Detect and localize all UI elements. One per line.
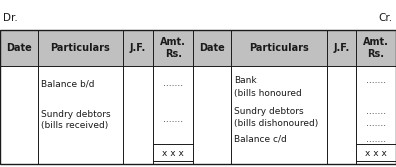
Text: Cr.: Cr. [379, 13, 393, 23]
Bar [0, 30, 396, 66]
Text: Dr.: Dr. [3, 13, 18, 23]
Text: Particulars: Particulars [50, 43, 110, 53]
Text: .......: ....... [366, 76, 386, 85]
Text: Particulars: Particulars [249, 43, 309, 53]
Text: x x x: x x x [365, 149, 387, 158]
Text: Sundry debtors
(bills received): Sundry debtors (bills received) [41, 110, 110, 130]
Text: .......: ....... [366, 119, 386, 128]
Text: (bills dishonoured): (bills dishonoured) [234, 119, 318, 128]
Text: (bills honoured: (bills honoured [234, 89, 302, 98]
Text: Date: Date [6, 43, 32, 53]
Text: Balance c/d: Balance c/d [234, 135, 287, 144]
Text: .......: ....... [163, 115, 183, 124]
Text: Amt.
Rs.: Amt. Rs. [160, 37, 186, 59]
Text: Date: Date [199, 43, 225, 53]
Text: x x x: x x x [162, 149, 184, 158]
Text: .......: ....... [366, 135, 386, 144]
Text: J.F.: J.F. [333, 43, 350, 53]
Text: .......: ....... [366, 107, 386, 116]
Text: J.F.: J.F. [130, 43, 146, 53]
Text: .......: ....... [163, 79, 183, 88]
Bar [0, 30, 396, 164]
Text: Amt.
Rs.: Amt. Rs. [363, 37, 389, 59]
Text: Balance b/d: Balance b/d [41, 79, 95, 88]
Text: Sundry debtors: Sundry debtors [234, 107, 304, 116]
Text: Bank: Bank [234, 76, 257, 85]
